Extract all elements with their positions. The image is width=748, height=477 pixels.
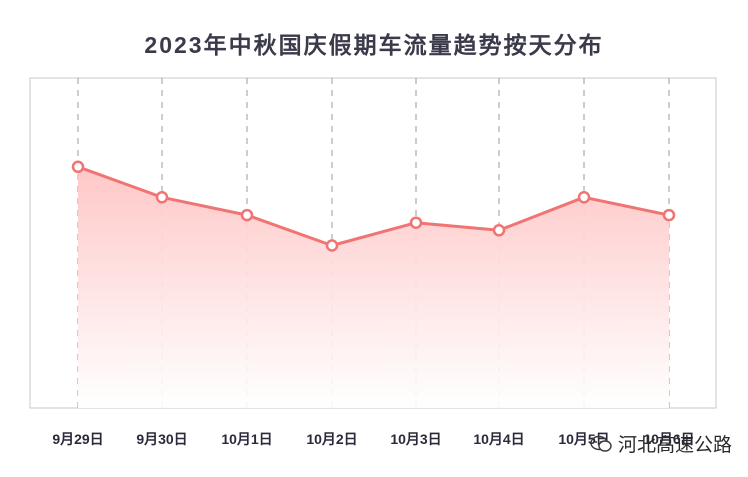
x-tick-label-1: 9月30日 (136, 431, 187, 447)
x-axis-ticks: 9月29日 9月30日 10月1日 10月2日 10月3日 10月4日 10月5日 10月6日 (52, 431, 694, 447)
data-markers (71, 160, 676, 252)
x-tick-label-7: 10月6日 (643, 431, 694, 447)
data-point-6[interactable] (577, 191, 591, 204)
wechat-icon (590, 435, 612, 453)
x-tick-label-3: 10月2日 (306, 431, 357, 447)
data-point-1[interactable] (155, 191, 169, 204)
data-point-2[interactable] (240, 208, 254, 222)
area-fill (78, 166, 669, 408)
x-tick-label-2: 10月1日 (221, 431, 272, 447)
data-point-0[interactable] (71, 160, 85, 174)
x-tick-label-0: 9月29日 (52, 431, 103, 447)
chart-title: 2023年中秋国庆假期车流量趋势按天分布 (144, 32, 604, 58)
x-tick-label-6: 10月5日 (558, 431, 609, 447)
watermark-text: 河北高速公路 (618, 435, 733, 456)
x-tick-label-4: 10月3日 (390, 431, 441, 447)
series-line (77, 165, 670, 247)
data-point-4[interactable] (409, 216, 423, 229)
data-point-5[interactable] (492, 224, 506, 237)
data-point-3[interactable] (325, 239, 339, 252)
x-tick-label-5: 10月4日 (473, 431, 524, 447)
data-point-7[interactable] (662, 208, 676, 222)
watermark: 河北高速公路 (590, 430, 732, 457)
